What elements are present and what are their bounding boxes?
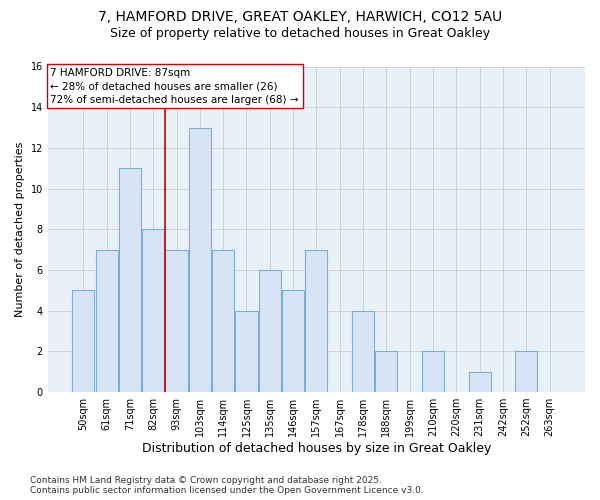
- Text: Size of property relative to detached houses in Great Oakley: Size of property relative to detached ho…: [110, 28, 490, 40]
- Y-axis label: Number of detached properties: Number of detached properties: [15, 142, 25, 317]
- Bar: [189, 128, 211, 392]
- Bar: [375, 352, 397, 392]
- Bar: [469, 372, 491, 392]
- Bar: [95, 250, 118, 392]
- Bar: [259, 270, 281, 392]
- Bar: [515, 352, 537, 392]
- Bar: [352, 310, 374, 392]
- Text: 7, HAMFORD DRIVE, GREAT OAKLEY, HARWICH, CO12 5AU: 7, HAMFORD DRIVE, GREAT OAKLEY, HARWICH,…: [98, 10, 502, 24]
- Bar: [142, 230, 164, 392]
- Bar: [282, 290, 304, 392]
- Bar: [212, 250, 234, 392]
- X-axis label: Distribution of detached houses by size in Great Oakley: Distribution of detached houses by size …: [142, 442, 491, 455]
- Text: 7 HAMFORD DRIVE: 87sqm
← 28% of detached houses are smaller (26)
72% of semi-det: 7 HAMFORD DRIVE: 87sqm ← 28% of detached…: [50, 68, 299, 104]
- Bar: [119, 168, 141, 392]
- Text: Contains HM Land Registry data © Crown copyright and database right 2025.
Contai: Contains HM Land Registry data © Crown c…: [30, 476, 424, 495]
- Bar: [72, 290, 94, 392]
- Bar: [166, 250, 188, 392]
- Bar: [305, 250, 328, 392]
- Bar: [422, 352, 444, 392]
- Bar: [235, 310, 257, 392]
